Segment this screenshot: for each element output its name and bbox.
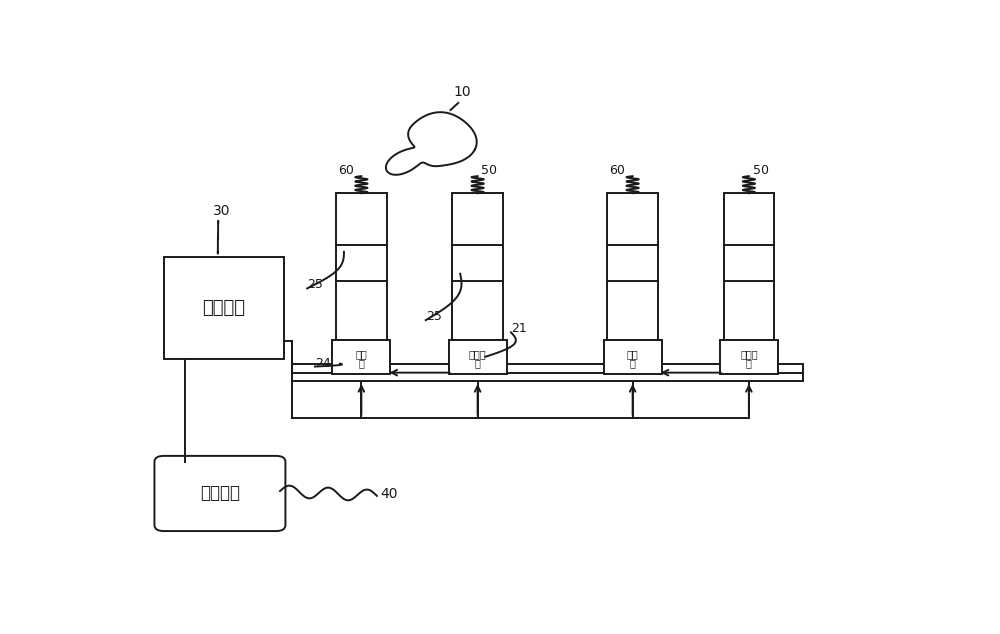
- Text: 控制中心: 控制中心: [202, 299, 245, 317]
- Text: 读写模: 读写模: [469, 349, 486, 359]
- Text: 复用: 复用: [356, 349, 367, 359]
- Text: 25: 25: [426, 310, 442, 323]
- Text: 块: 块: [475, 358, 481, 368]
- Text: 60: 60: [338, 164, 354, 177]
- Text: 50: 50: [481, 164, 497, 177]
- Bar: [336, 193, 387, 340]
- Text: 40: 40: [381, 488, 398, 501]
- Text: 器: 器: [358, 358, 364, 368]
- Text: 块: 块: [746, 358, 752, 368]
- Bar: [164, 257, 284, 359]
- Bar: [449, 340, 507, 374]
- Text: 外部设备: 外部设备: [200, 484, 240, 503]
- Text: 10: 10: [453, 84, 471, 99]
- Text: 30: 30: [213, 204, 231, 218]
- Text: 50: 50: [753, 164, 768, 177]
- Bar: [724, 193, 774, 340]
- FancyBboxPatch shape: [154, 456, 285, 531]
- Text: 读写模: 读写模: [740, 349, 758, 359]
- Text: 25: 25: [307, 278, 323, 292]
- Bar: [452, 193, 503, 340]
- Bar: [607, 193, 658, 340]
- Bar: [292, 364, 803, 381]
- Text: 器: 器: [630, 358, 636, 368]
- Text: 60: 60: [609, 164, 625, 177]
- Bar: [604, 340, 662, 374]
- Text: 21: 21: [511, 322, 527, 335]
- Bar: [720, 340, 778, 374]
- Text: 复用: 复用: [627, 349, 639, 359]
- Text: 24: 24: [315, 356, 331, 370]
- Bar: [332, 340, 390, 374]
